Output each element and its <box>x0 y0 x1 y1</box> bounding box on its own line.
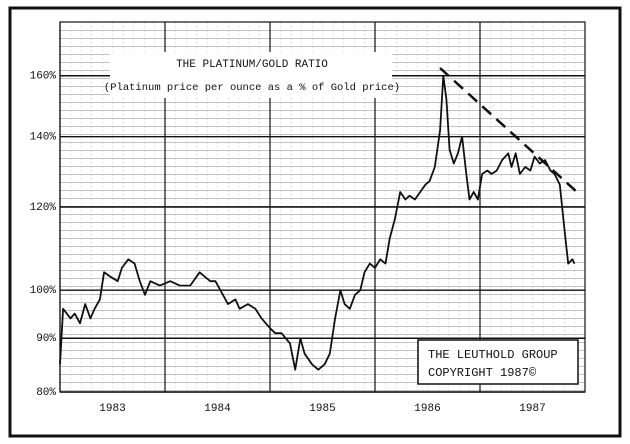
marks <box>59 74 576 371</box>
y-tick-label: 100% <box>30 285 57 297</box>
annotation-box <box>417 339 579 385</box>
x-tick-label: 1987 <box>519 403 545 415</box>
y-tick-label: 90% <box>36 333 56 345</box>
annotation: THE LEUTHOLD GROUP <box>428 348 558 362</box>
title-box <box>110 52 392 98</box>
x-tick-label: 1983 <box>99 403 125 415</box>
y-tick-label: 120% <box>30 202 57 214</box>
series-line <box>59 74 576 371</box>
chart-subtitle: (Platinum price per ounce as a % of Gold… <box>104 82 400 94</box>
annotation: COPYRIGHT 1987© <box>428 366 537 380</box>
x-tick-label: 1984 <box>204 403 231 415</box>
y-tick-label: 80% <box>36 387 56 399</box>
trend-line <box>439 67 579 194</box>
x-tick-label: 1985 <box>309 403 335 415</box>
chart-title: THE PLATINUM/GOLD RATIO <box>176 59 328 71</box>
y-tick-label: 140% <box>30 132 57 144</box>
y-tick-label: 160% <box>30 71 57 83</box>
x-tick-label: 1986 <box>414 403 440 415</box>
